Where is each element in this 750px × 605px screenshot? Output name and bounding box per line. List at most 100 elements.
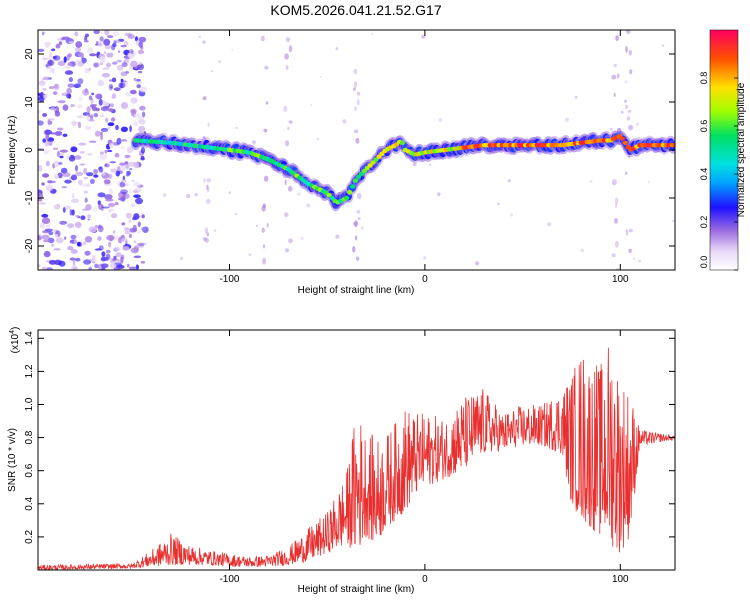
noise-blob [100,263,109,269]
speckle [213,229,217,232]
spectrogram-y-label: Frequency (Hz) [7,116,18,185]
speckle [615,202,618,208]
noise-blob [54,234,59,238]
speckle [284,212,289,218]
noise-blob [101,251,106,257]
speckle [624,171,628,175]
noise-blob [75,257,81,262]
noise-blob [136,84,141,89]
noise-blob [44,41,52,46]
ridge-core [373,157,379,162]
noise-blob [75,171,84,176]
noise-blob [126,146,134,154]
noise-blob [71,265,77,270]
speckle [628,248,632,253]
noise-blob [48,260,57,265]
speckle [625,45,628,53]
noise-blob [104,106,108,109]
speckle [352,246,356,253]
noise-blob [43,239,51,243]
noise-blob [111,77,117,83]
noise-blob [107,35,114,39]
noise-blob [118,236,123,244]
speckle [626,116,631,121]
y-tick-label: 1.4 [24,331,35,345]
noise-blob [108,108,114,112]
noise-blob [117,50,121,53]
noise-blob [75,214,80,218]
y-tick-label: -20 [24,238,35,253]
noise-blob [111,93,117,99]
noise-blob [77,104,83,109]
noise-blob [93,112,99,118]
noise-blob [94,248,102,251]
speckle [204,238,210,243]
noise-blob [93,63,99,68]
speckle [628,228,634,233]
noise-blob [68,156,76,162]
noise-blob [44,140,49,147]
speckle [356,99,360,106]
noise-blob [64,179,72,184]
noise-blob [38,197,43,202]
noise-blob [61,186,67,189]
noise-blob [52,147,59,150]
noise-blob [121,237,129,244]
y-tick-label: 20 [24,48,35,60]
noise-blob [45,184,54,192]
noise-blob [116,59,122,63]
noise-blob [38,264,41,268]
noise-blob [107,122,115,127]
speckle [547,222,552,227]
noise-blob [45,160,50,167]
noise-blob [94,130,101,137]
speckle [589,180,593,183]
speckle [429,163,432,166]
noise-blob [110,117,116,122]
noise-blob [121,139,128,142]
noise-blob [93,168,99,175]
speckle [353,87,356,91]
speckle [647,181,650,183]
noise-blob [129,188,132,195]
noise-blob [57,60,66,66]
x-tick-label: 100 [612,574,629,585]
noise-blob [48,86,55,90]
speckle [261,227,265,233]
noise-blob [75,165,78,172]
noise-blob [112,230,116,234]
spectrogram-ridge [130,130,675,212]
noise-blob [66,93,72,99]
noise-blob [130,97,138,104]
noise-blob [66,87,72,95]
spectrogram-x-label: Height of straight line (km) [298,285,415,296]
noise-blob [128,219,132,224]
noise-blob [44,228,54,232]
noise-blob [56,150,61,157]
speckle [310,104,313,106]
noise-blob [133,240,137,244]
speckle [288,238,293,244]
noise-blob [98,225,104,233]
y-tick-label: 0.6 [24,463,35,477]
speckle [179,256,184,261]
noise-blob [90,104,98,107]
noise-blob [137,64,143,68]
noise-blob [91,92,95,96]
noise-blob [120,256,124,264]
noise-blob [59,220,68,225]
speckle [626,30,631,34]
noise-blob [52,56,58,59]
noise-blob [126,170,131,176]
noise-blob [53,160,61,167]
noise-blob [107,173,113,179]
noise-blob [133,194,141,198]
noise-blob [85,125,92,131]
speckle [627,109,632,114]
noise-blob [121,62,128,67]
noise-blob [136,230,142,235]
noise-blob [137,221,141,228]
noise-blob [129,48,134,54]
noise-blob [103,179,111,185]
